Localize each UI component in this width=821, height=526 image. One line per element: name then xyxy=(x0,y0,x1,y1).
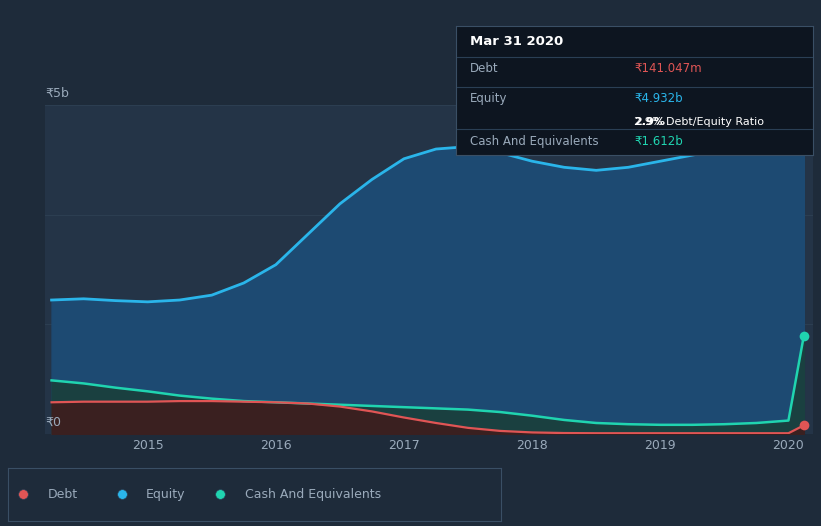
Text: Cash And Equivalents: Cash And Equivalents xyxy=(470,135,599,148)
Text: Equity: Equity xyxy=(146,488,186,501)
Text: Cash And Equivalents: Cash And Equivalents xyxy=(245,488,381,501)
Text: 2.9%: 2.9% xyxy=(635,117,665,127)
Text: ₹0: ₹0 xyxy=(45,416,61,429)
Text: ₹1.612b: ₹1.612b xyxy=(635,135,683,148)
Text: ₹5b: ₹5b xyxy=(45,87,69,100)
Text: 2.9% Debt/Equity Ratio: 2.9% Debt/Equity Ratio xyxy=(635,117,764,127)
Text: ₹141.047m: ₹141.047m xyxy=(635,63,702,75)
Text: Debt: Debt xyxy=(48,488,78,501)
Text: Equity: Equity xyxy=(470,92,507,105)
Text: ₹4.932b: ₹4.932b xyxy=(635,92,683,105)
Text: Mar 31 2020: Mar 31 2020 xyxy=(470,35,563,48)
Text: Debt: Debt xyxy=(470,63,498,75)
